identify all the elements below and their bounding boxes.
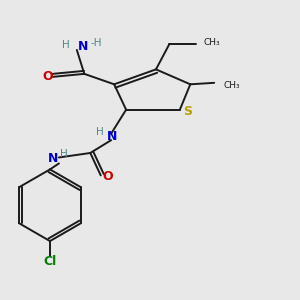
Text: N: N bbox=[48, 152, 59, 166]
Text: H: H bbox=[96, 127, 104, 137]
Text: H: H bbox=[60, 149, 68, 160]
Text: CH₃: CH₃ bbox=[223, 81, 240, 90]
Text: S: S bbox=[183, 105, 192, 118]
Text: -H: -H bbox=[90, 38, 102, 47]
Text: CH₃: CH₃ bbox=[204, 38, 220, 47]
Text: N: N bbox=[107, 130, 117, 143]
Text: H: H bbox=[61, 40, 69, 50]
Text: Cl: Cl bbox=[43, 256, 57, 268]
Text: O: O bbox=[42, 70, 53, 83]
Text: O: O bbox=[102, 170, 112, 183]
Text: N: N bbox=[78, 40, 89, 53]
